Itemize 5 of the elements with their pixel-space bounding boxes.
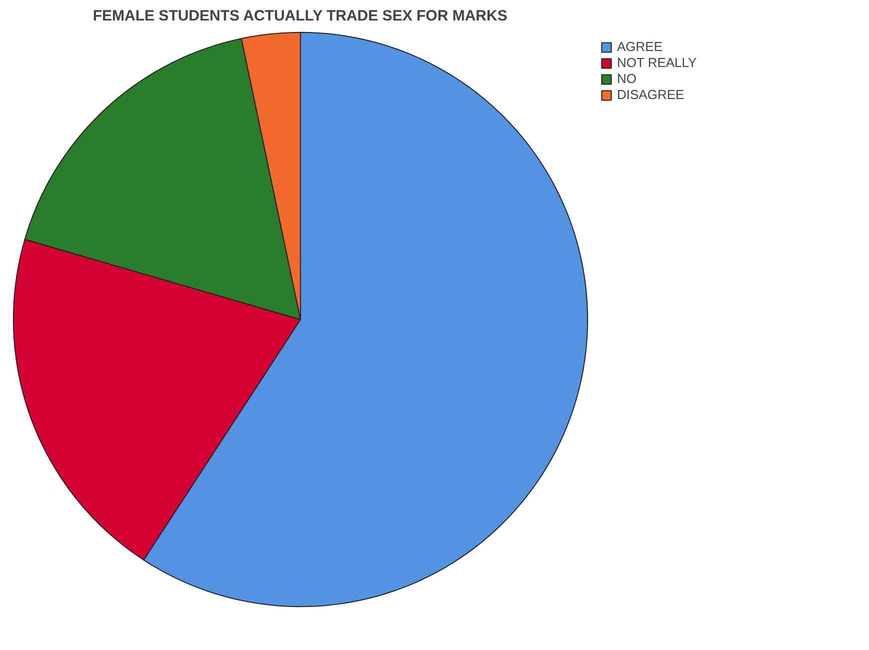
legend-label: NO — [617, 71, 637, 86]
legend-label: DISAGREE — [617, 87, 684, 102]
legend-label: AGREE — [617, 39, 663, 54]
legend-label: NOT REALLY — [617, 55, 697, 70]
chart-title: FEMALE STUDENTS ACTUALLY TRADE SEX FOR MARKS — [92, 8, 508, 24]
